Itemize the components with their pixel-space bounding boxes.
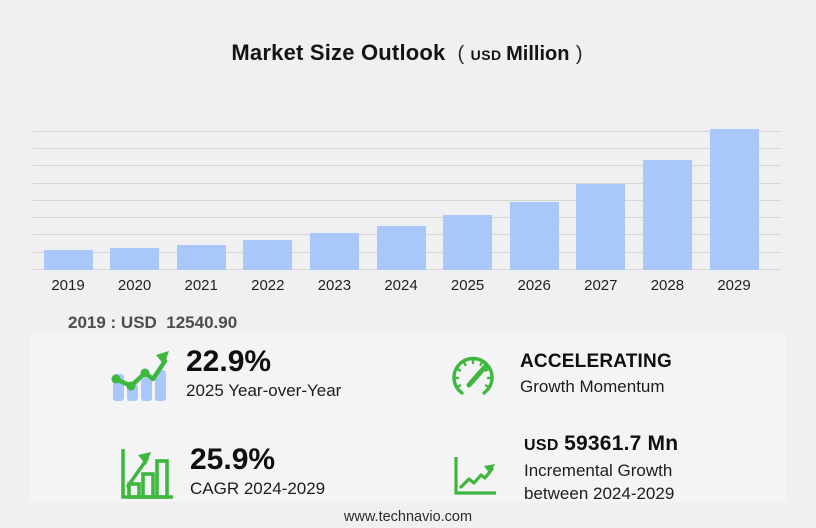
x-tick-label-2019: 2019 (51, 277, 85, 294)
stat-incremental: USD 59361.7 Mn Incremental Growth betwee… (452, 432, 706, 505)
stat-momentum-value: ACCELERATING (520, 351, 672, 372)
bar-2021 (176, 244, 226, 270)
x-tick-label-2023: 2023 (317, 277, 352, 294)
bar-2019 (43, 249, 93, 270)
gridline (33, 130, 781, 132)
bar-2027 (576, 183, 626, 270)
x-tick-label-2024: 2024 (384, 277, 418, 294)
bar-2020 (110, 248, 160, 270)
x-tick-label-2022: 2022 (251, 277, 285, 294)
gridline (33, 199, 781, 201)
stat-incremental-amount: 59361.7 Mn (564, 432, 679, 455)
x-axis-labels: 2019 2020 2021 2022 2023 2024 2025 2026 2027 2028… (33, 277, 781, 297)
bar-2025 (443, 215, 493, 270)
stat-momentum: ACCELERATING Growth Momentum (448, 350, 672, 403)
bar-2028 (642, 160, 692, 270)
x-tick-label-2026: 2026 (517, 277, 551, 294)
stat-yoy-value: 22.9% (186, 345, 272, 378)
stat-incremental-label: Incremental Growth between 2024-2029 (524, 461, 675, 503)
stat-cagr: 25.9% CAGR 2024-2029 (116, 444, 325, 507)
bar-chart-trend-icon (110, 348, 172, 409)
stat-incremental-value: USD 59361.7 Mn (524, 432, 706, 458)
gridline (33, 217, 781, 219)
title-text: Market Size Outlook (231, 40, 446, 65)
bar-2024 (376, 225, 426, 270)
bar-2029 (709, 129, 759, 270)
x-tick-label-2029: 2029 (717, 277, 751, 294)
page-title: Market Size Outlook ( USD Million ) (0, 40, 816, 66)
stat-incremental-currency: USD (524, 437, 559, 454)
stat-cagr-label: CAGR 2024-2029 (190, 479, 326, 498)
base-year-value: 2019 : USD 12540.90 (68, 313, 238, 332)
gridline (33, 182, 781, 184)
growth-bars-arrow-icon (116, 446, 174, 507)
speedometer-icon (448, 354, 498, 403)
x-tick-label-2020: 2020 (117, 277, 152, 294)
bar-2022 (243, 239, 293, 270)
x-tick-label-2028: 2028 (650, 277, 685, 294)
stats-panel: 22.9% 2025 Year-over-Year (30, 332, 786, 505)
bar-2023 (309, 232, 359, 270)
gridline (33, 165, 781, 167)
stat-yoy-label: 2025 Year-over-Year (186, 381, 342, 400)
title-paren-close: ) (575, 43, 583, 65)
website-link: www.technavio.com (343, 509, 473, 525)
x-tick-label-2025: 2025 (450, 277, 485, 294)
title-unit: Million (506, 43, 570, 65)
stat-momentum-label: Growth Momentum (520, 377, 665, 396)
stat-cagr-value: 25.9% (190, 443, 276, 476)
x-tick-label-2021: 2021 (184, 277, 218, 294)
stat-yoy: 22.9% 2025 Year-over-Year (110, 346, 341, 409)
title-paren-open: ( (451, 43, 465, 65)
bar-chart-plot-area (33, 129, 781, 270)
gridline (33, 147, 781, 149)
bar-2026 (509, 202, 559, 270)
x-tick-label-2027: 2027 (584, 277, 618, 294)
incremental-growth-icon (452, 455, 498, 502)
title-currency: USD (470, 47, 502, 63)
